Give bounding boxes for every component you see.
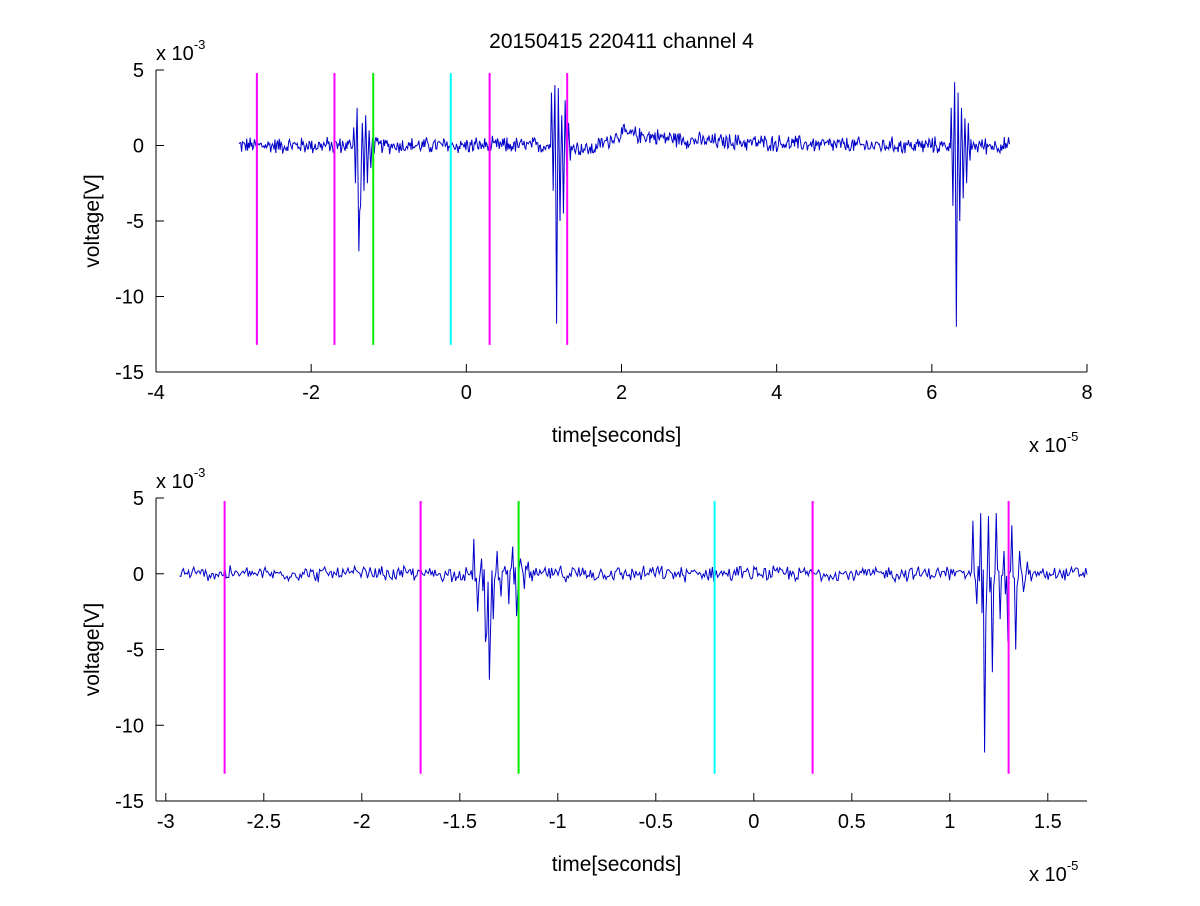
y-tick-label: -5 (126, 211, 144, 233)
x-exponent-label: x 10-5 (1029, 858, 1078, 886)
y-tick-label: 0 (133, 564, 144, 586)
chart-title: 20150415 220411 channel 4 (489, 30, 754, 53)
x-axis-label: time[seconds] (552, 853, 682, 876)
x-tick-label: -2.5 (247, 811, 281, 833)
y-tick-label: 5 (133, 60, 144, 82)
x-exponent-label: x 10-5 (1029, 429, 1078, 457)
subplot-2: -3 -2.5 -2 -1.5 -1 -0.5 0 0.5 1 1.5 5 0 -5 -10 -15 time… (81, 465, 1088, 886)
x-axis-label: time[seconds] (552, 424, 682, 447)
subplot-1: -4 -2 0 2 4 6 8 5 0 -5 -10 -15 time[seconds] voltage[… (81, 30, 1093, 457)
y-axis-label: voltage[V] (81, 174, 104, 267)
signal-series-line (238, 82, 1010, 327)
x-tick-label: -2 (353, 811, 371, 833)
x-tick-label: 0 (748, 811, 759, 833)
x-tick-label: 0.5 (838, 811, 866, 833)
y-tick-label: -5 (126, 640, 144, 662)
x-tick-label: -1.5 (443, 811, 477, 833)
y-exponent-label: x 10-3 (156, 37, 205, 65)
x-tick-label: -0.5 (639, 811, 673, 833)
y-tick-label: -10 (115, 715, 144, 737)
signal-series-line (179, 513, 1088, 753)
x-tick-label: 0 (461, 382, 472, 404)
y-exponent-label: x 10-3 (156, 465, 205, 493)
x-tick-label: -1 (549, 811, 567, 833)
y-tick-label: 0 (133, 136, 144, 158)
y-tick-label: -15 (115, 791, 144, 813)
x-tick-label: 4 (771, 382, 782, 404)
y-tick-label: -10 (115, 287, 144, 309)
x-tick-label: 6 (926, 382, 937, 404)
x-tick-label: 2 (616, 382, 627, 404)
y-tick-label: -15 (115, 362, 144, 384)
y-axis-label: voltage[V] (81, 603, 104, 696)
x-tick-label: 1.5 (1034, 811, 1062, 833)
x-tick-label: -3 (157, 811, 175, 833)
x-tick-label: 8 (1081, 382, 1092, 404)
x-tick-label: -2 (302, 382, 320, 404)
x-tick-label: -4 (147, 382, 165, 404)
x-tick-label: 1 (944, 811, 955, 833)
y-tick-label: 5 (133, 488, 144, 510)
